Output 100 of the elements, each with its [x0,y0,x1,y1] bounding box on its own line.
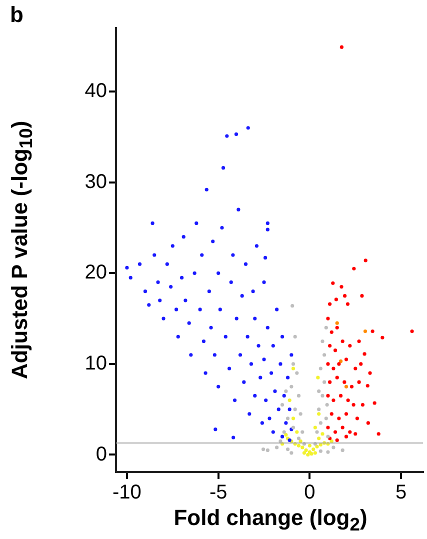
point [288,398,292,402]
point [338,359,343,364]
point [284,389,288,393]
point [317,389,321,393]
point [286,416,290,420]
text: b [10,2,24,28]
point [338,394,343,398]
point [337,362,341,366]
point [317,436,321,440]
point [332,446,336,450]
point [333,430,338,434]
point [352,403,356,407]
x-tick-label: 0 [304,482,316,504]
point [354,366,358,370]
y-tick-label: 10 [84,352,107,374]
point [330,330,334,334]
point [296,444,301,448]
x-tick-label: -5 [209,482,228,504]
point [317,412,321,416]
point [328,302,332,306]
point [320,432,324,436]
point [344,412,348,416]
point [332,398,336,402]
point [315,444,319,448]
point [290,451,294,455]
point [320,339,324,344]
point [344,358,348,362]
x-axis-title: Fold change (log$_{2}$) [172,505,368,536]
point [315,430,319,434]
point [370,329,374,334]
point [318,421,322,425]
point [348,430,352,434]
point [340,448,344,452]
point [304,448,308,452]
point [380,336,384,340]
point [295,430,299,434]
point [324,416,328,420]
point [348,344,352,348]
point [357,339,361,344]
point [296,436,301,440]
point [344,384,348,388]
point [332,366,336,370]
point [337,416,341,420]
point [291,416,296,420]
point [282,430,286,434]
point [334,298,338,302]
point [368,371,372,375]
point [306,452,310,457]
point [340,45,344,49]
point [284,432,288,437]
point [335,376,339,380]
point [335,326,339,330]
point [290,384,294,388]
point [360,403,364,407]
point [308,444,312,448]
point [340,284,344,289]
point [357,380,361,384]
point [291,366,296,370]
point [352,266,356,270]
point [342,380,346,384]
point [295,371,299,375]
point [326,362,330,366]
point [330,412,334,416]
point [261,448,266,452]
y-tick-label: 0 [96,443,107,466]
x-tick-label: 5 [396,482,407,504]
point [322,353,326,357]
point [293,334,297,339]
point [278,439,282,443]
point [312,448,316,452]
point [318,366,322,370]
point [266,448,270,452]
point [291,362,296,366]
point [300,430,304,434]
point [313,426,317,430]
point [326,316,330,320]
point [355,416,360,420]
point [298,439,302,443]
point [275,446,279,450]
point [342,294,347,298]
point [316,376,320,380]
point [324,326,328,330]
point [318,449,322,453]
point [330,439,334,443]
point [286,448,290,452]
point [326,394,330,398]
point [364,258,368,262]
point [325,403,329,407]
point [359,362,363,366]
point [298,412,302,416]
point [362,352,366,356]
point [335,438,339,442]
point [280,403,284,407]
point [328,344,332,348]
point [340,426,344,430]
point [344,434,348,438]
point [302,451,306,455]
point [331,281,335,285]
y-tick-label: 40 [84,80,107,102]
y-tick-label: 30 [84,170,107,193]
